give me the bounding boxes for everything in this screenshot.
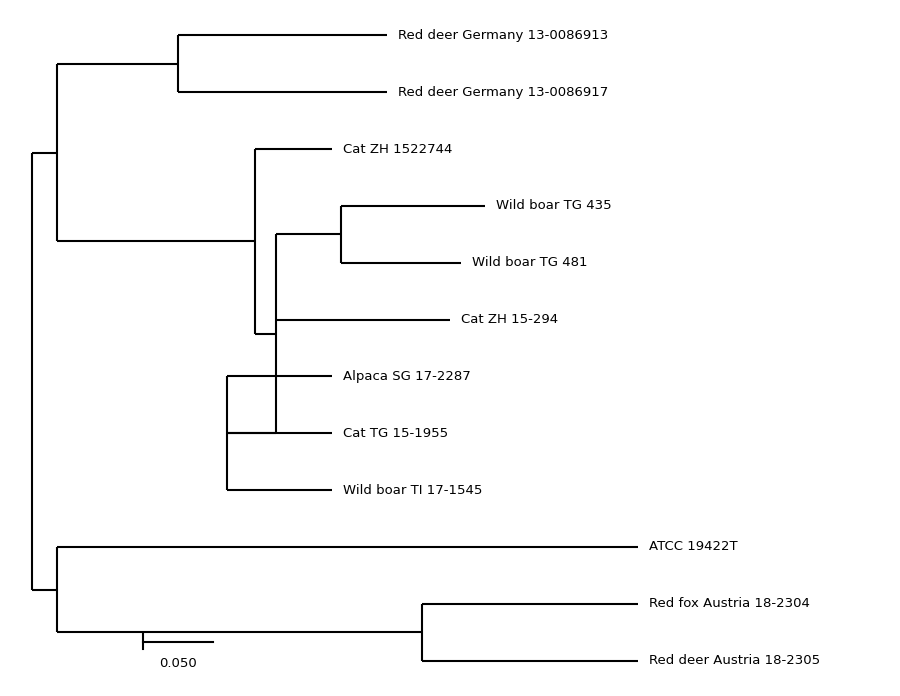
Text: Red deer Germany 13-0086917: Red deer Germany 13-0086917 bbox=[399, 86, 608, 99]
Text: Cat ZH 15-294: Cat ZH 15-294 bbox=[461, 313, 558, 326]
Text: Red fox Austria 18-2304: Red fox Austria 18-2304 bbox=[649, 597, 810, 610]
Text: Red deer Austria 18-2305: Red deer Austria 18-2305 bbox=[649, 654, 821, 667]
Text: Wild boar TI 17-1545: Wild boar TI 17-1545 bbox=[343, 484, 482, 496]
Text: Cat TG 15-1955: Cat TG 15-1955 bbox=[343, 427, 448, 440]
Text: Red deer Germany 13-0086913: Red deer Germany 13-0086913 bbox=[399, 29, 608, 42]
Text: Cat ZH 1522744: Cat ZH 1522744 bbox=[343, 143, 452, 156]
Text: Alpaca SG 17-2287: Alpaca SG 17-2287 bbox=[343, 370, 471, 383]
Text: Wild boar TG 481: Wild boar TG 481 bbox=[472, 256, 588, 269]
Text: 0.050: 0.050 bbox=[159, 658, 197, 670]
Text: Wild boar TG 435: Wild boar TG 435 bbox=[496, 200, 612, 212]
Text: ATCC 19422T: ATCC 19422T bbox=[649, 540, 738, 553]
